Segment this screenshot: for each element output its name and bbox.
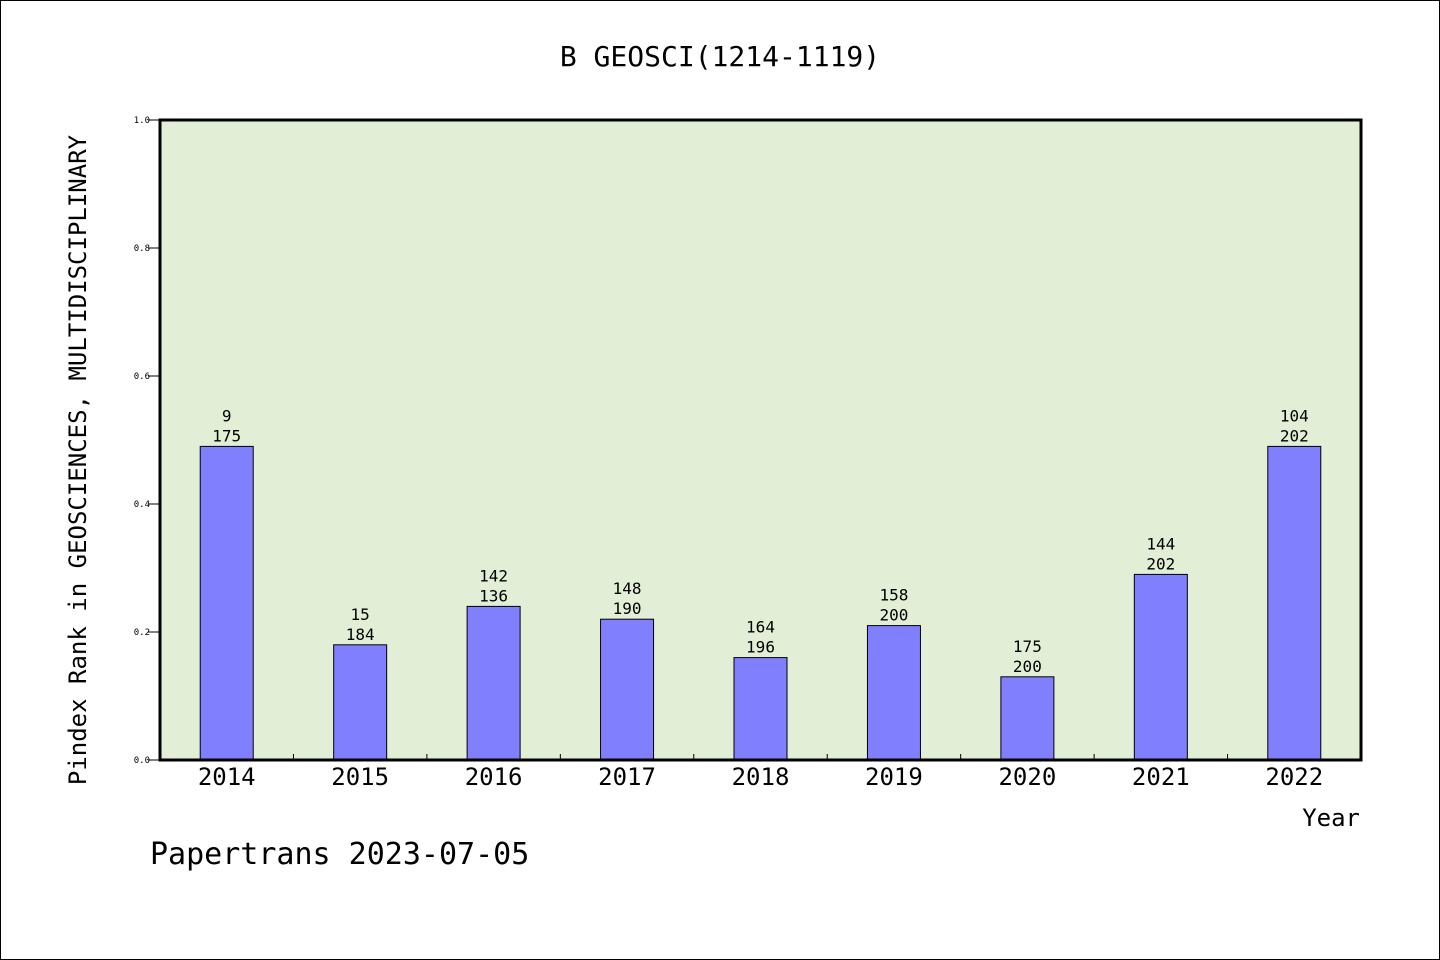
chart-title: B GEOSCI(1214-1119) [560,40,880,73]
x-tick-label: 2022 [1265,763,1323,791]
bar-label-bottom: 200 [879,606,908,625]
bar-label-top: 104 [1280,406,1309,425]
y-tick-label: 0.4 [134,500,150,510]
bar-label-top: 142 [479,566,508,585]
bar-label-top: 9 [222,406,232,425]
y-tick-label: 0.2 [134,628,150,638]
x-tick-label: 2017 [598,763,656,791]
y-tick-label: 0.8 [134,244,150,254]
x-tick-label: 2016 [465,763,523,791]
bar-label-bottom: 190 [613,599,642,618]
x-axis-label: Year [1302,804,1360,832]
bar-label-top: 175 [1013,637,1042,656]
x-tick-label: 2015 [331,763,389,791]
x-tick-label: 2020 [998,763,1056,791]
bar-2020 [1000,676,1055,761]
bar-2021 [1133,573,1188,761]
plot-frame [158,118,1363,762]
bar-label-bottom: 200 [1013,657,1042,676]
bar-label-bottom: 202 [1146,554,1175,573]
bar-2022 [1267,445,1322,761]
x-tick-label: 2018 [732,763,790,791]
bar-label-top: 144 [1146,534,1175,553]
bar-2019 [866,625,921,761]
bar-label-bottom: 175 [212,426,241,445]
bar-label-bottom: 202 [1280,426,1309,445]
bar-2018 [733,657,788,761]
y-tick-label: 0.6 [134,372,150,382]
bar-label-top: 15 [351,605,370,624]
bar-label-bottom: 136 [479,586,508,605]
bar-label-top: 164 [746,618,775,637]
bar-label-bottom: 184 [346,625,375,644]
bar-2014 [199,445,254,761]
x-tick-label: 2014 [198,763,256,791]
bar-2016 [466,605,521,761]
footer-text: Papertrans 2023-07-05 [150,837,529,872]
bar-2015 [333,644,388,761]
bar-label-top: 148 [613,579,642,598]
x-tick-label: 2021 [1132,763,1190,791]
y-axis-label: Pindex Rank in GEOSCIENCES, MULTIDISCIPL… [64,134,92,785]
bar-label-top: 158 [879,586,908,605]
bar-2017 [600,618,655,761]
bar-label-bottom: 196 [746,638,775,657]
y-tick-label: 1.0 [134,116,150,126]
y-tick-label: 0.0 [134,756,150,766]
x-tick-label: 2019 [865,763,923,791]
